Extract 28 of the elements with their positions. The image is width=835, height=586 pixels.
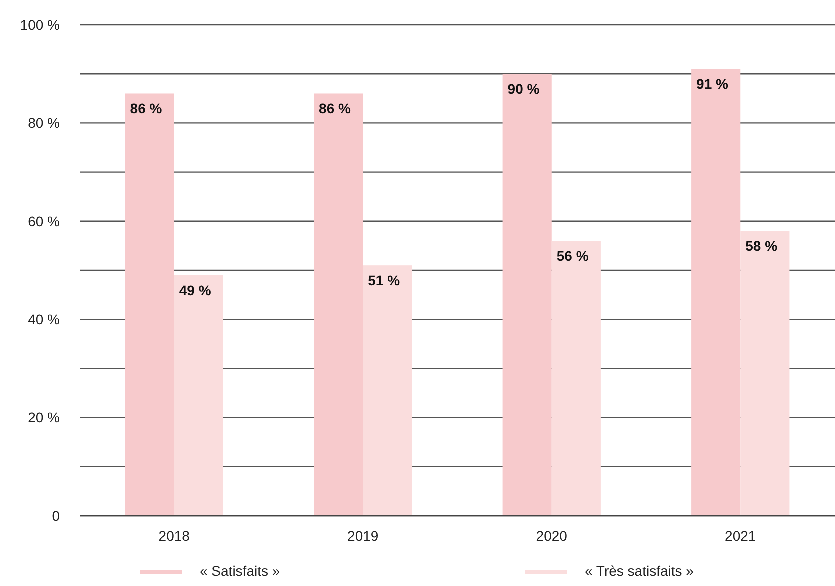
x-tick-label: 2020 — [536, 528, 568, 544]
legend-label: « Très satisfaits » — [585, 563, 694, 579]
y-tick-label: 100 % — [20, 16, 60, 33]
y-tick-label: 60 % — [28, 213, 60, 230]
y-tick-label: 80 % — [28, 115, 60, 132]
bar — [740, 231, 790, 516]
y-tick-label: 0 — [52, 508, 60, 524]
bar — [502, 74, 552, 516]
text: 58 % — [746, 238, 778, 254]
text: 86 % — [130, 100, 162, 117]
y-tick-label: 40 % — [28, 312, 60, 328]
x-tick-label: 2018 — [158, 528, 190, 544]
text: 49 % — [179, 282, 212, 298]
x-tick-label: 2021 — [725, 528, 756, 544]
text: 91 % — [696, 76, 728, 92]
bar — [552, 241, 601, 516]
text: 51 % — [368, 272, 400, 289]
y-tick-label: 20 % — [28, 410, 60, 426]
text: 56 % — [556, 248, 589, 264]
text: 86 % — [319, 100, 351, 117]
bar — [314, 94, 364, 516]
bar — [174, 275, 224, 516]
legend-label: « Satisfaits » — [200, 563, 280, 579]
bar — [125, 94, 174, 516]
text: 90 % — [508, 81, 540, 98]
bar — [692, 69, 741, 516]
x-tick-label: 2019 — [348, 528, 379, 544]
bar — [363, 266, 412, 516]
